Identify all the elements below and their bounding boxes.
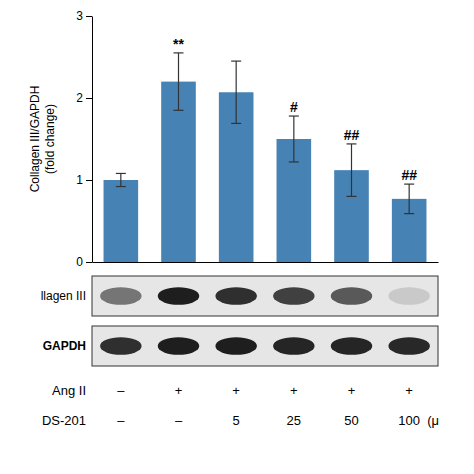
error-bar-cap (404, 184, 414, 185)
blot-band (100, 287, 142, 305)
error-bar-cap (116, 173, 126, 174)
y-tick-label: 1 (76, 173, 83, 187)
y-tick-label: 2 (76, 91, 83, 105)
row-label: Ang II (52, 383, 86, 398)
blot-band (158, 287, 200, 305)
condition-label: – (175, 413, 183, 428)
y-axis-title-line: Collagen III/GAPDH (28, 86, 42, 193)
error-bar-cap (231, 60, 241, 61)
y-tick-mark (86, 16, 92, 17)
error-bar-cap (347, 143, 357, 144)
annotation: # (290, 99, 298, 115)
error-bar-stem (293, 116, 294, 162)
error-bar-stem (178, 53, 179, 110)
error-bar (404, 184, 414, 214)
blot-band (388, 287, 430, 305)
marks (104, 53, 427, 262)
chart: 0123Collagen III/GAPDH(fold change)**###… (0, 0, 474, 474)
bar (104, 180, 139, 262)
blot-band (100, 337, 142, 355)
y-tick-mark (86, 262, 92, 263)
condition-label: 25 (287, 413, 301, 428)
blot-band (273, 337, 315, 355)
condition-label: + (175, 383, 183, 398)
y-axis-title: Collagen III/GAPDH(fold change) (28, 86, 57, 193)
y-axis-line (92, 17, 93, 263)
error-bar (116, 173, 126, 186)
condition-label: + (348, 383, 356, 398)
blot-band (215, 287, 257, 305)
annotation: ** (173, 36, 184, 52)
blot-panel (92, 276, 438, 316)
blot-band (158, 337, 200, 355)
bar-panel: 0123Collagen III/GAPDH(fold change)**###… (28, 9, 439, 269)
condition-label: – (117, 383, 125, 398)
error-bar-cap (174, 110, 184, 111)
error-bar-cap (231, 123, 241, 124)
y-tick-label: 0 (76, 255, 83, 269)
error-bar-stem (236, 61, 237, 123)
condition-label: 100 (398, 413, 420, 428)
condition-label: 50 (344, 413, 358, 428)
y-tick-mark (86, 180, 92, 181)
error-bar (231, 61, 241, 123)
y-tick-mark (86, 98, 92, 99)
error-bar-stem (351, 144, 352, 196)
blot-background (92, 276, 438, 316)
error-bar-cap (404, 213, 414, 214)
blot-panel (92, 326, 438, 366)
error-bar-cap (289, 161, 299, 162)
condition-label: + (232, 383, 240, 398)
error-bar (347, 144, 357, 196)
blot-background (92, 326, 438, 366)
row-unit: (μ (427, 413, 439, 428)
blot-label: llagen III (41, 289, 86, 303)
condition-label: + (405, 383, 413, 398)
error-bar-cap (174, 52, 184, 53)
y-tick: 3 (76, 9, 92, 23)
y-tick: 1 (76, 173, 92, 187)
annotation: ## (344, 127, 360, 143)
condition-label: 5 (233, 413, 240, 428)
blot-band (331, 287, 373, 305)
condition-label: – (117, 413, 125, 428)
y-tick: 2 (76, 91, 92, 105)
error-bar-cap (116, 186, 126, 187)
y-tick: 0 (76, 255, 92, 269)
blot-band (273, 287, 315, 305)
error-bar (174, 53, 184, 110)
error-bar (289, 116, 299, 162)
annotation: ## (401, 167, 417, 183)
blot-band (331, 337, 373, 355)
blot-band (388, 337, 430, 355)
condition-label: + (290, 383, 298, 398)
error-bar-cap (289, 115, 299, 116)
blot-label: GAPDH (43, 339, 86, 353)
x-axis (93, 262, 439, 263)
error-bar-stem (120, 173, 121, 186)
error-bar-cap (347, 196, 357, 197)
x-axis-line (93, 262, 439, 263)
y-axis-title-line: (fold change) (43, 104, 57, 174)
y-tick-label: 3 (76, 9, 83, 23)
y-axis: 0 1 2 3 (76, 9, 92, 269)
blot-band (215, 337, 257, 355)
blot-bands (100, 287, 430, 305)
error-bar-stem (409, 184, 410, 214)
blot-bands (100, 337, 430, 355)
row-label: DS-201 (42, 413, 86, 428)
